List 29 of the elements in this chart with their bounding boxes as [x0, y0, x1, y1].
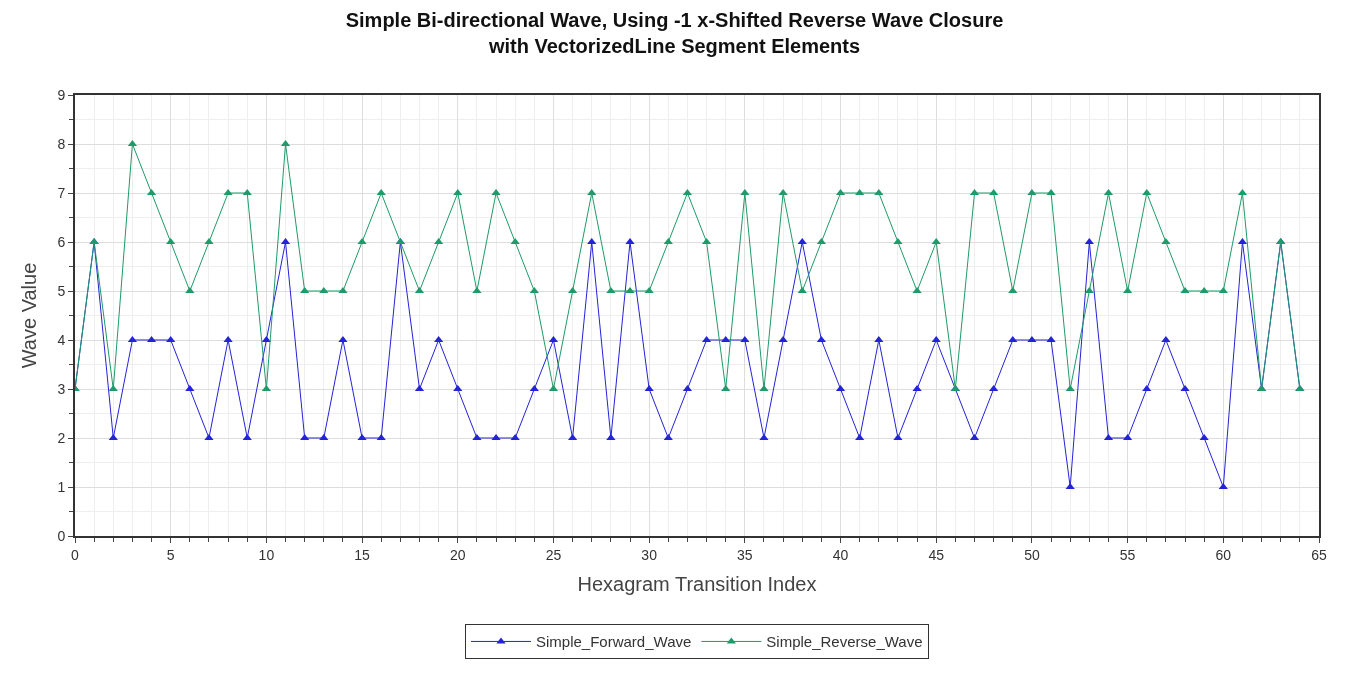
chart-title: Simple Bi-directional Wave, Using -1 x-Shifted Reverse Wave Closure with VectorizedLine Segment Elements: [345, 9, 1004, 58]
x-tick-label: 50: [1024, 546, 1040, 563]
x-tick-label: 65: [1311, 546, 1327, 563]
x-tick-label: 35: [737, 546, 753, 563]
y-axis-title: Wave Value: [18, 262, 41, 369]
legend-label: Simple_Reverse_Wave: [766, 633, 923, 651]
y-tick-label: 5: [57, 282, 66, 299]
y-tick-label: 8: [57, 135, 66, 152]
x-axis-title: Hexagram Transition Index: [577, 572, 817, 595]
x-tick-label: 10: [258, 546, 275, 563]
y-tick-label: 3: [57, 380, 66, 397]
y-tick-label: 0: [57, 527, 66, 544]
y-tick-label: 6: [57, 233, 66, 250]
x-tick-label: 45: [928, 546, 945, 563]
x-tick-label: 5: [166, 546, 175, 563]
x-tick-label: 55: [1119, 546, 1136, 563]
y-tick-label: 9: [57, 86, 66, 103]
x-tick-label: 40: [832, 546, 849, 563]
x-tick-label: 15: [354, 546, 371, 563]
y-tick-label: 1: [57, 478, 66, 495]
x-tick-label: 60: [1215, 546, 1232, 563]
y-tick-label: 4: [57, 331, 66, 348]
y-tick-label: 2: [57, 429, 66, 446]
x-tick-label: 25: [545, 546, 562, 563]
legend-label: Simple_Forward_Wave: [536, 633, 692, 651]
x-tick-label: 0: [71, 546, 80, 563]
y-tick-label: 7: [57, 184, 66, 201]
x-tick-label: 30: [641, 546, 658, 563]
x-tick-label: 20: [449, 546, 466, 563]
